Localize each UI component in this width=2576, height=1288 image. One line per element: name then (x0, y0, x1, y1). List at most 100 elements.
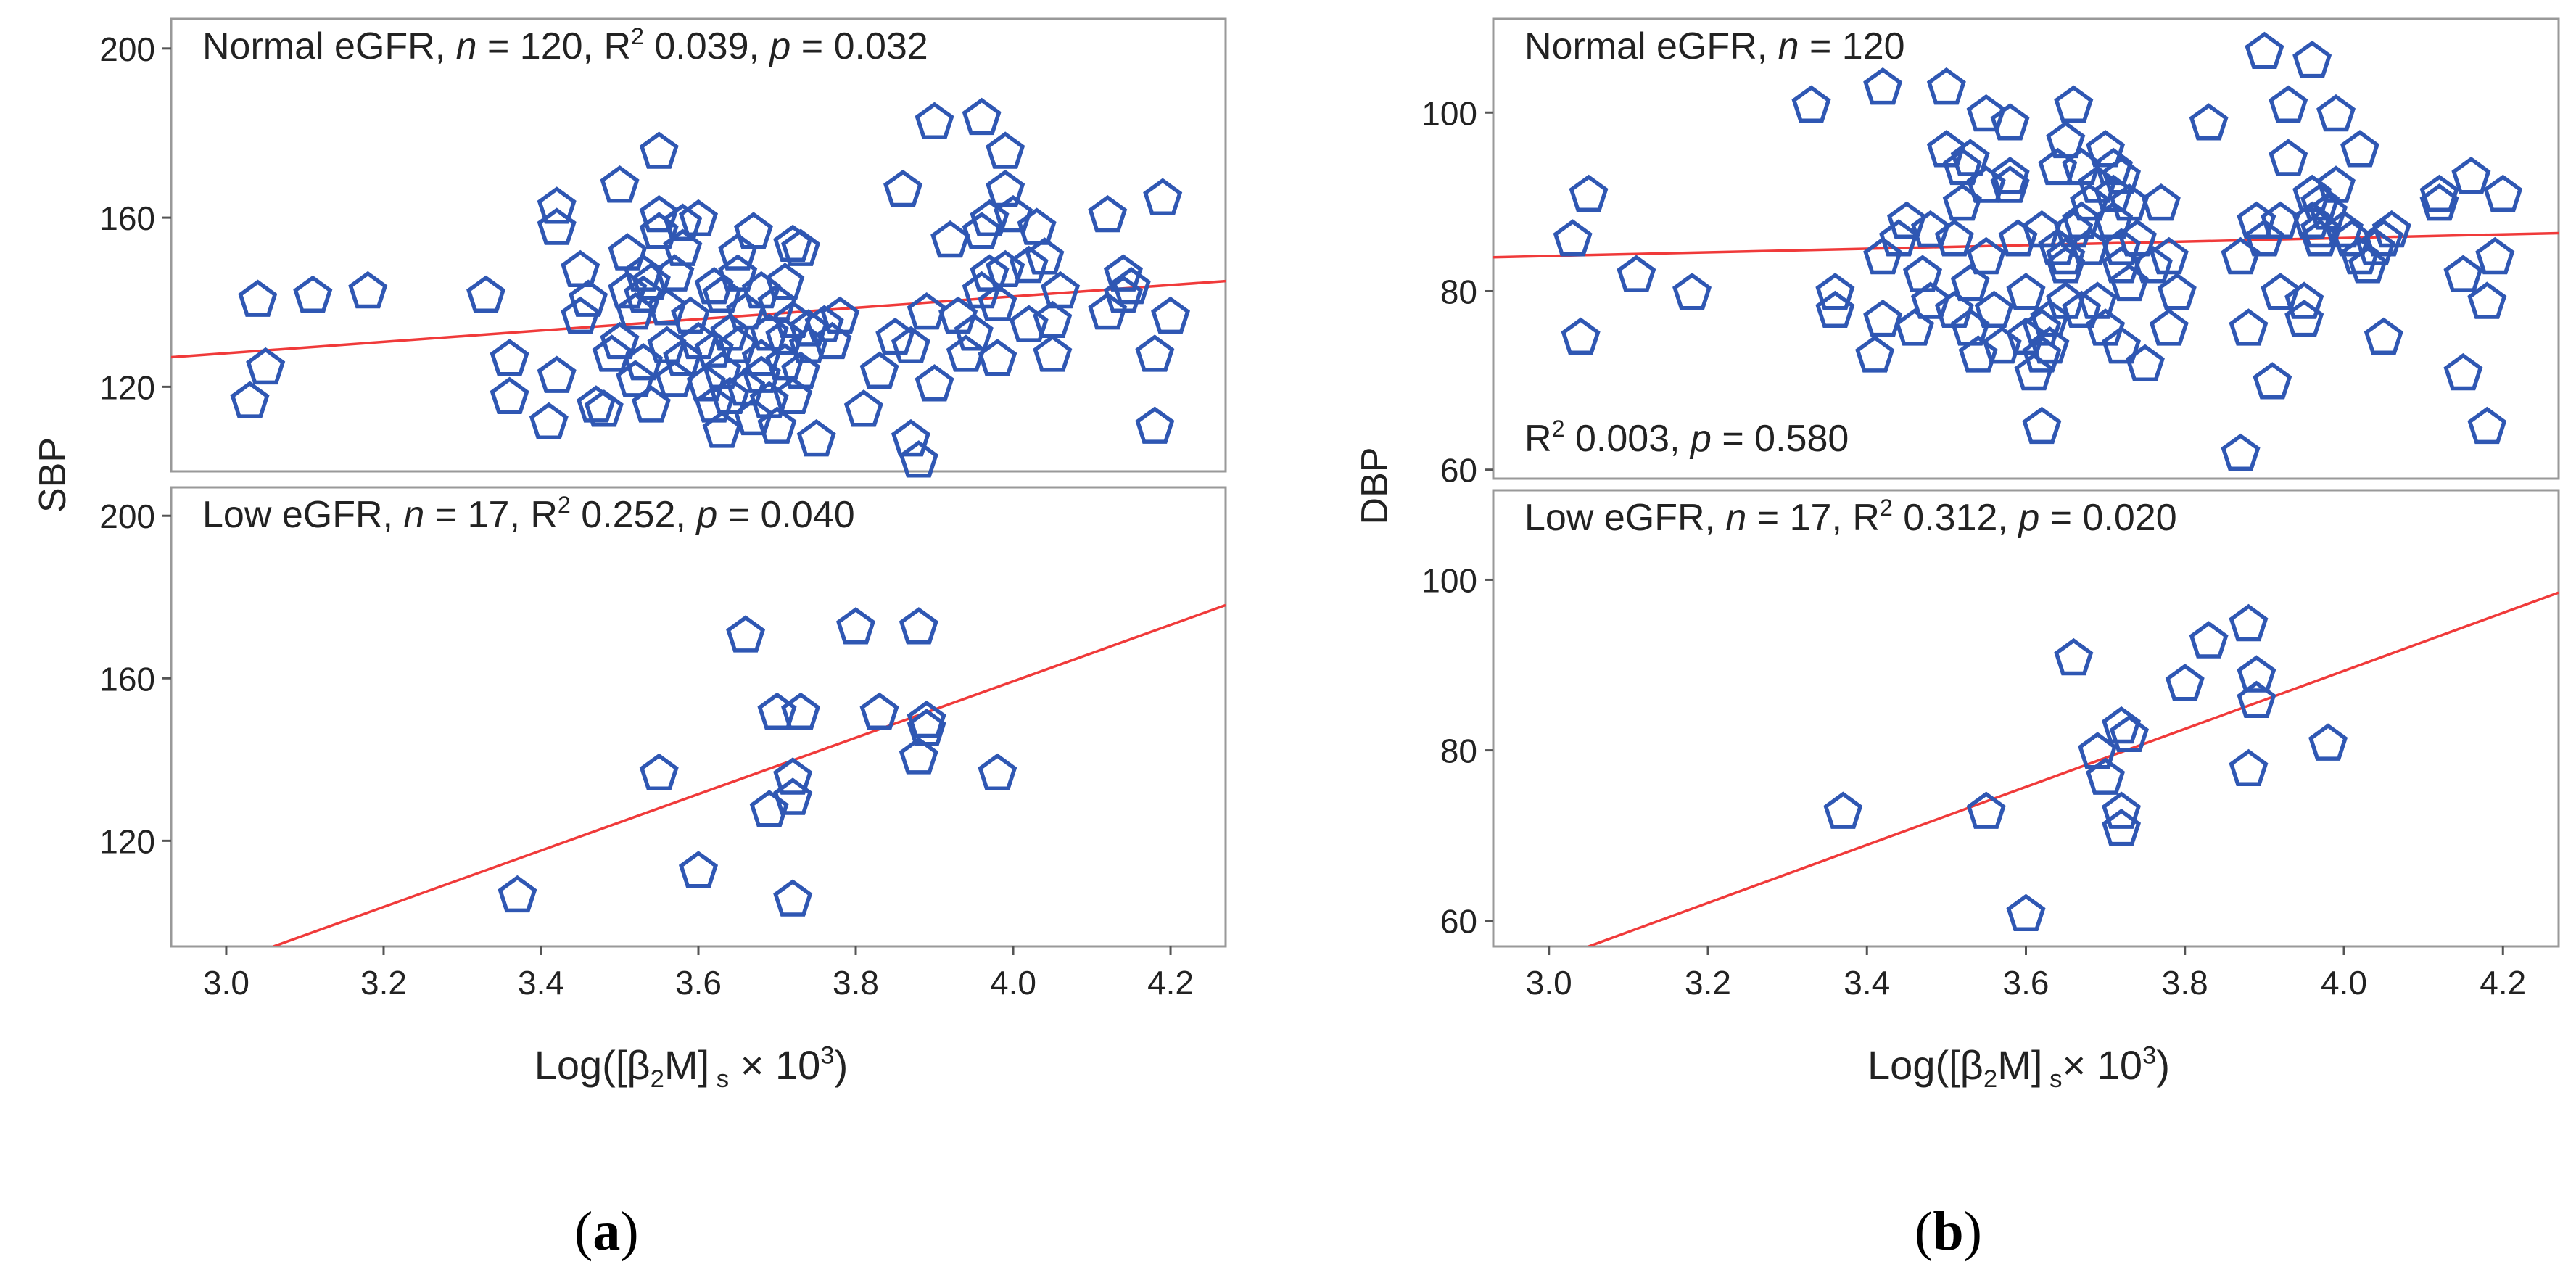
data-point (2157, 273, 2197, 310)
data-point (2443, 352, 2483, 391)
data-point (994, 194, 1033, 233)
data-point (1863, 236, 1903, 275)
data-point (466, 275, 506, 313)
data-point (915, 364, 954, 402)
data-point (1894, 308, 1935, 346)
data-point (537, 186, 577, 224)
data-point (2371, 210, 2411, 248)
regression-line (171, 279, 1226, 359)
data-point (2109, 714, 2150, 753)
data-point (954, 313, 994, 351)
panel-label-a: (a) (574, 1200, 639, 1263)
data-point (891, 326, 930, 364)
panel-label-b-close: ) (1963, 1201, 1982, 1262)
data-point (1910, 210, 1950, 248)
regression-line (273, 603, 1226, 946)
data-point (1791, 85, 1831, 123)
data-point (624, 343, 664, 381)
data-point (2086, 757, 2126, 795)
data-point (986, 249, 1025, 288)
y-tick-label: 200 (99, 30, 155, 68)
data-point (1990, 103, 2030, 141)
data-point (907, 292, 946, 330)
data-point (2340, 130, 2379, 168)
regression-line (1493, 231, 2559, 259)
data-point (1672, 273, 1712, 310)
data-point (2237, 201, 2276, 239)
data-point (631, 385, 671, 423)
data-point (678, 199, 719, 237)
data-point (569, 279, 608, 317)
data-point (1966, 791, 2006, 829)
data-point (2332, 219, 2371, 257)
data-point (2221, 433, 2261, 471)
data-point (749, 790, 789, 827)
data-point (773, 879, 813, 917)
data-point (1823, 791, 1863, 829)
y-tick-label: 200 (99, 498, 155, 535)
data-point (1103, 275, 1143, 313)
data-point (2102, 246, 2142, 284)
data-point (2102, 326, 2142, 364)
data-point (2316, 94, 2356, 132)
data-point (1111, 267, 1151, 305)
data-point (498, 875, 537, 913)
data-point (1569, 174, 1609, 212)
data-point (891, 418, 930, 457)
data-point (930, 220, 970, 258)
y-tick-label: 80 (1440, 273, 1477, 310)
x-tick-label: 3.2 (360, 964, 407, 1002)
data-point (663, 203, 703, 241)
y-tick-label: 60 (1440, 452, 1477, 490)
data-point (600, 321, 640, 360)
data-point (765, 263, 805, 300)
data-point (2443, 255, 2483, 292)
data-point (348, 271, 388, 309)
data-point (1151, 296, 1191, 334)
data-point (600, 165, 640, 203)
data-point (2038, 147, 2078, 186)
data-point (537, 355, 577, 393)
data-point (2094, 174, 2134, 212)
data-point (859, 692, 899, 730)
data-point (2006, 893, 2046, 931)
data-point (624, 275, 664, 313)
data-point (2046, 246, 2086, 284)
data-point (2284, 300, 2324, 337)
y-tick-label: 80 (1440, 732, 1477, 770)
data-point (2014, 352, 2054, 391)
data-point (2046, 236, 2086, 275)
data-point (757, 406, 797, 444)
data-point (986, 131, 1025, 169)
data-point (781, 228, 821, 266)
data-point (230, 381, 270, 418)
data-point (2324, 210, 2364, 248)
plot-frame (1492, 489, 2560, 948)
data-point (2022, 210, 2062, 248)
data-point (1982, 326, 2022, 364)
panel-label-b: (b) (1915, 1200, 1982, 1263)
x-tick-label: 3.8 (833, 964, 879, 1002)
data-point (1009, 245, 1049, 284)
data-point (781, 692, 821, 730)
panel-label-b-letter: b (1933, 1201, 1964, 1262)
data-point (1815, 273, 1855, 310)
data-point (1017, 207, 1057, 245)
data-point (1942, 183, 1982, 221)
stats-annotation-2: R2 0.003, p = 0.580 (1524, 416, 1849, 460)
x-tick-label: 3.2 (1685, 964, 1731, 1002)
data-point (694, 267, 734, 305)
data-point (2261, 273, 2300, 310)
data-point (2229, 603, 2269, 642)
data-point (2149, 308, 2189, 346)
data-point (733, 212, 773, 249)
data-point (2419, 174, 2459, 212)
data-point (2221, 236, 2261, 275)
data-point (2229, 748, 2269, 787)
data-point (899, 607, 938, 645)
data-point (796, 418, 836, 457)
data-point (584, 389, 624, 427)
data-point (749, 313, 789, 351)
panel-label-a-letter: a (593, 1201, 621, 1262)
data-point (1143, 178, 1183, 215)
